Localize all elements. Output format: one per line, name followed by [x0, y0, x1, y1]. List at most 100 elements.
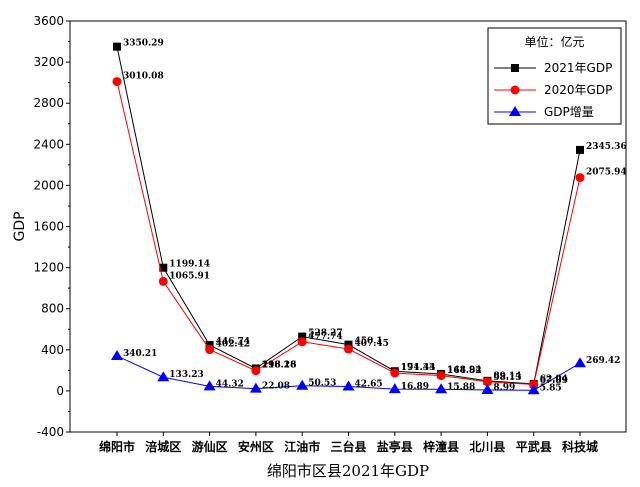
legend-label: 2020年GDP: [544, 83, 612, 97]
x-tick-label: 游仙区: [192, 439, 228, 454]
data-point: [203, 380, 216, 391]
data-label: 164.82: [447, 366, 481, 376]
data-point: [298, 332, 307, 341]
data-point: [574, 357, 586, 368]
data-label: 133.23: [169, 370, 203, 380]
data-label: 218.26: [262, 360, 296, 370]
y-tick-label: 3600: [33, 14, 64, 28]
data-label: 477.74: [308, 332, 342, 342]
data-label: 269.42: [586, 356, 620, 366]
y-tick-label: 400: [41, 343, 64, 357]
data-label: 407.45: [355, 339, 389, 349]
data-label: 42.65: [355, 380, 383, 390]
data-label: 16.89: [401, 382, 429, 392]
x-tick-label: 科技城: [562, 439, 598, 454]
x-tick-label: 安州区: [238, 439, 274, 454]
data-label: 191.33: [401, 363, 435, 373]
data-point: [113, 42, 121, 51]
legend: 单位：亿元 2021年GDP 2020年GDP GDP增量: [487, 27, 622, 125]
data-label: 22.08: [262, 382, 290, 392]
y-axis: -400 0 400 800 1200 1600 2000 2400 2800 3200 3600: [33, 14, 70, 439]
x-tick-label: 涪城区: [145, 439, 181, 454]
data-label: 450.1: [355, 337, 383, 347]
series-1: [112, 77, 585, 390]
y-tick-label: 800: [41, 302, 64, 316]
data-label: 1199.14: [169, 260, 210, 270]
data-label: 67.89: [540, 376, 568, 386]
data-point: [249, 382, 262, 393]
legend-label: 2021年GDP: [544, 61, 612, 75]
y-tick-label: 0: [56, 384, 64, 398]
data-label: 148.94: [447, 366, 481, 376]
y-tick-label: 2400: [33, 137, 64, 151]
x-tick-label: 北川县: [469, 439, 505, 454]
series-layer: [111, 42, 586, 395]
series-2: [111, 349, 586, 395]
legend-box: [487, 27, 622, 125]
y-tick-label: 1200: [33, 261, 64, 275]
data-label: 340.21: [123, 349, 157, 359]
legend-label: GDP增量: [544, 105, 594, 119]
x-axis: 绵阳市 涪城区 游仙区 安州区 江油市 三台县 盐亭县 梓潼县 北川县 平武县 科技城: [99, 432, 598, 454]
x-tick-label: 江油市: [284, 439, 320, 454]
data-label: 8.99: [493, 383, 515, 393]
data-point: [527, 384, 540, 395]
data-label: 196.18: [262, 361, 296, 371]
data-point: [344, 344, 353, 354]
y-tick-label: 1600: [33, 220, 64, 234]
y-tick-label: 2800: [33, 96, 64, 110]
data-point: [390, 368, 400, 378]
data-label: 402.42: [216, 340, 250, 350]
data-point: [205, 345, 215, 355]
data-point: [111, 349, 123, 360]
data-point: [576, 145, 584, 154]
legend-marker: [510, 85, 520, 95]
data-label: 98.13: [493, 373, 521, 383]
data-label: 5.85: [540, 383, 562, 393]
x-tick-label: 盐亭县: [377, 439, 413, 454]
data-point: [482, 377, 492, 387]
y-tick-label: 3200: [33, 55, 64, 69]
data-point: [251, 366, 261, 376]
y-tick-label: -400: [37, 425, 64, 439]
data-label: 528.27: [308, 329, 342, 339]
x-tick-label: 梓潼县: [423, 439, 459, 454]
legend-entry-1: 2020年GDP: [494, 83, 612, 97]
data-point: [158, 276, 168, 286]
data-label: 2075.94: [586, 168, 627, 178]
legend-entry-2: GDP增量: [494, 105, 594, 119]
data-point: [157, 371, 170, 382]
data-point: [296, 379, 309, 390]
y-tick-label: 2000: [33, 178, 64, 192]
data-point: [297, 337, 307, 347]
data-point: [205, 340, 214, 349]
data-label: 44.32: [216, 379, 244, 389]
x-tick-label: 三台县: [330, 439, 366, 454]
legend-entry-0: 2021年GDP: [494, 61, 612, 75]
data-point: [575, 173, 585, 183]
data-point: [435, 383, 448, 394]
data-point: [342, 380, 355, 391]
data-point: [159, 263, 168, 272]
data-label: 1065.91: [169, 271, 210, 281]
data-label: 89.14: [493, 372, 521, 382]
legend-marker: [509, 106, 521, 116]
y-axis-title: GDP: [12, 211, 28, 241]
data-label: 50.53: [308, 379, 336, 389]
data-label: 2345.36: [586, 142, 627, 152]
data-label: 3350.29: [123, 39, 164, 49]
data-label: 174.44: [401, 363, 435, 373]
data-label: 3010.08: [123, 72, 164, 82]
legend-marker: [511, 64, 519, 72]
data-point: [388, 383, 401, 394]
data-labels-layer: 3350.29 1199.14 446.74 218.26 528.27 450.1 191…: [123, 39, 627, 394]
data-label: 62.04: [540, 375, 568, 385]
x-tick-label: 绵阳市: [99, 439, 135, 454]
x-tick-label: 平武县: [516, 439, 552, 454]
data-point: [481, 383, 494, 394]
data-point: [112, 77, 122, 87]
legend-title: 单位：亿元: [524, 34, 584, 49]
chart-title: 绵阳市区县2021年GDP: [267, 462, 429, 480]
data-label: 446.74: [216, 337, 250, 347]
